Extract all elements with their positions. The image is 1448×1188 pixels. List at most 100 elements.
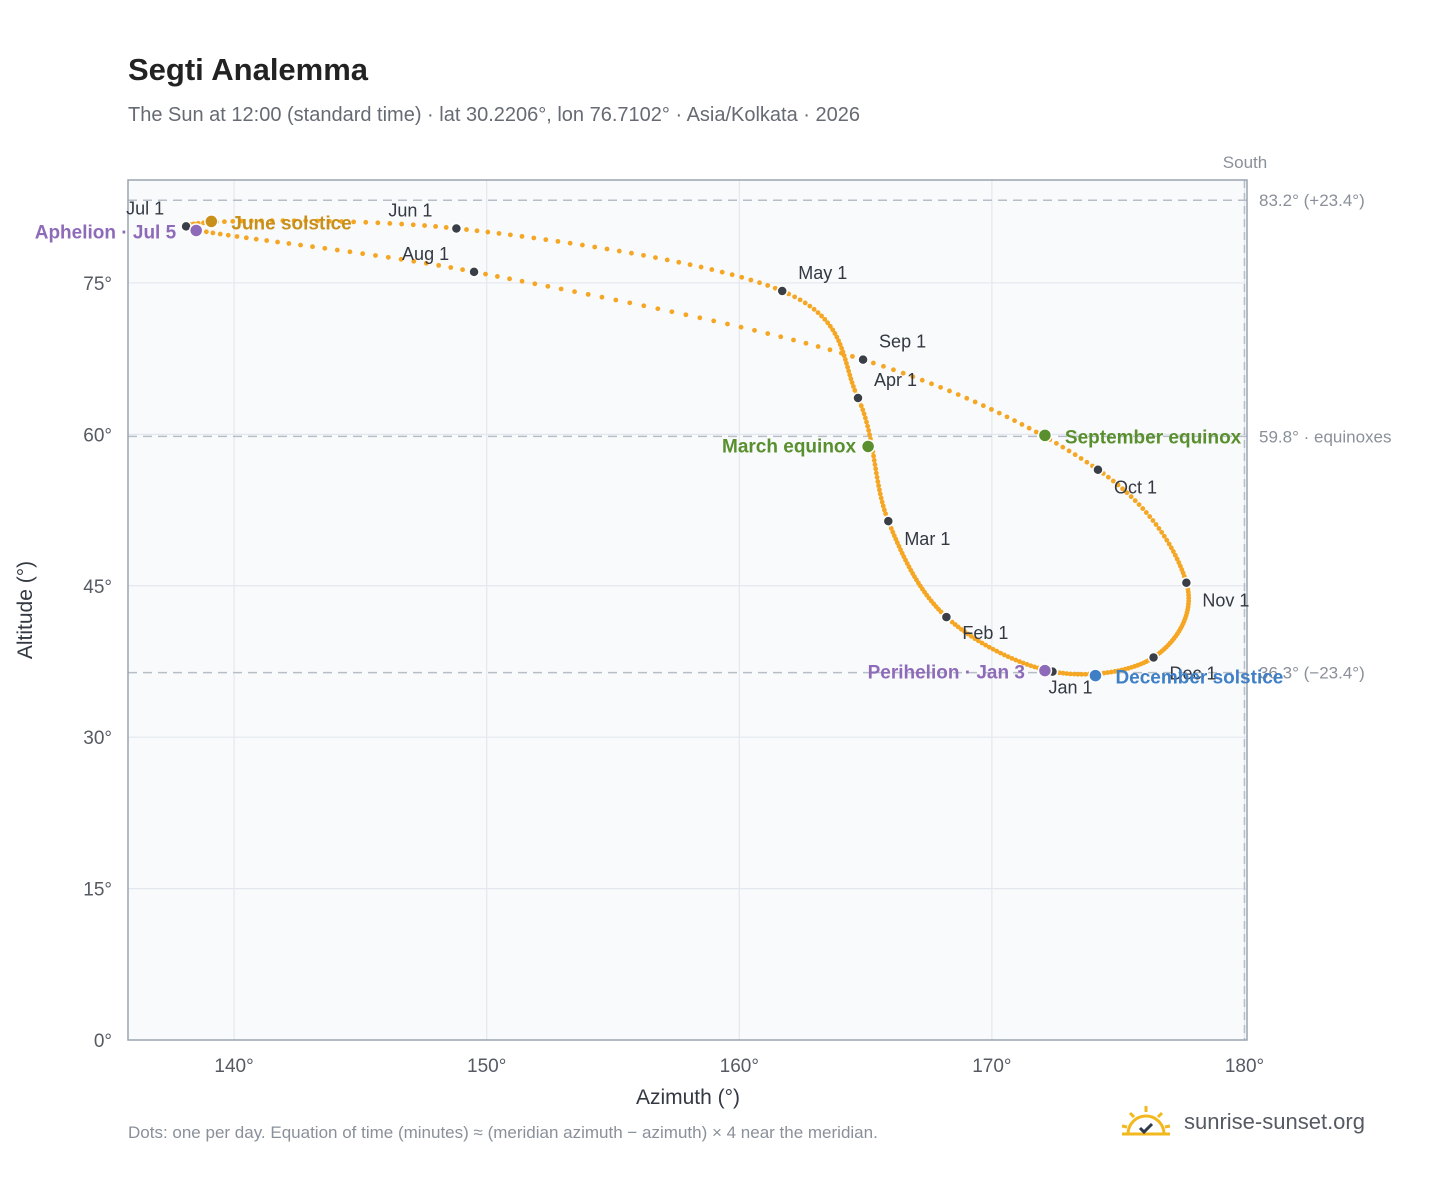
plot-background xyxy=(128,180,1247,1040)
day-dot xyxy=(738,324,744,330)
day-dot xyxy=(1075,671,1081,677)
day-dot xyxy=(698,264,704,270)
day-dot xyxy=(443,225,449,230)
month-marker xyxy=(450,222,463,235)
event-label: Aphelion · Jul 5 xyxy=(35,222,177,243)
month-marker xyxy=(940,611,953,623)
day-dot xyxy=(872,462,878,467)
day-dot xyxy=(881,507,887,513)
day-dot xyxy=(531,235,537,241)
meridian-label: South xyxy=(1223,153,1267,172)
day-dot xyxy=(580,242,585,248)
month-marker xyxy=(1092,463,1104,476)
day-dot xyxy=(558,286,564,292)
month-label: Oct 1 xyxy=(1114,478,1157,498)
day-dot xyxy=(1012,418,1017,424)
day-dot xyxy=(298,242,303,248)
day-dot xyxy=(1166,541,1172,547)
day-dot xyxy=(1147,514,1153,519)
day-dot xyxy=(259,218,264,224)
day-dot xyxy=(711,318,717,324)
day-dot xyxy=(1170,549,1176,554)
day-dot xyxy=(1174,556,1180,562)
x-tick-label: 150° xyxy=(467,1056,506,1077)
day-dot xyxy=(1136,502,1142,507)
day-dot xyxy=(838,350,844,356)
day-dot xyxy=(1009,655,1015,661)
reference-line-label: 36.3° (−23.4°) xyxy=(1259,664,1365,683)
day-dot xyxy=(687,262,693,268)
grid-lines xyxy=(128,180,1247,1040)
day-dot xyxy=(1112,669,1118,674)
month-marker xyxy=(882,515,895,527)
month-label: Jul 1 xyxy=(126,198,164,218)
day-dot xyxy=(347,249,353,255)
day-dot xyxy=(385,254,391,260)
brand-logo[interactable]: sunrise-sunset.org xyxy=(1120,1104,1365,1140)
day-dot xyxy=(867,432,872,438)
day-dot xyxy=(411,258,417,264)
day-dot xyxy=(1105,474,1111,480)
y-tick-label: 0° xyxy=(94,1031,112,1052)
day-dot xyxy=(846,368,852,374)
day-dot xyxy=(996,410,1002,416)
day-dot xyxy=(765,331,771,336)
month-marker xyxy=(1147,651,1160,664)
day-dot xyxy=(792,294,798,300)
day-dot xyxy=(797,297,803,303)
day-dot xyxy=(1132,498,1138,504)
day-dot xyxy=(989,406,994,412)
day-dot xyxy=(1159,529,1165,535)
day-dot xyxy=(1128,494,1134,500)
axis-ticks: 140° 150° 160° 170° 180° 0° 15° 30° 45° 60° 75° xyxy=(83,274,1264,1077)
event-marker xyxy=(860,439,876,454)
day-dot xyxy=(1060,444,1066,450)
day-dot xyxy=(881,363,886,369)
month-label: Feb 1 xyxy=(962,623,1008,643)
day-dot xyxy=(399,221,405,227)
day-dot xyxy=(221,219,227,225)
day-dot xyxy=(860,407,866,413)
month-marker xyxy=(857,353,869,366)
month-marker xyxy=(1180,576,1193,589)
day-dot xyxy=(850,353,855,359)
day-dot xyxy=(398,256,404,262)
day-dot xyxy=(883,511,888,517)
day-dot xyxy=(599,294,605,300)
day-dot xyxy=(998,650,1003,656)
day-dot xyxy=(1084,459,1090,465)
day-dot xyxy=(664,257,670,263)
day-dot xyxy=(888,526,894,531)
day-dot xyxy=(871,457,877,463)
day-dot xyxy=(725,321,730,327)
month-markers: Jan 1 Feb 1 Mar 1 Apr 1 May 1 Jun 1 Jul 1 Aug 1… xyxy=(126,198,1249,697)
day-dot xyxy=(1105,670,1110,675)
day-dot xyxy=(494,274,500,279)
day-dot xyxy=(1150,518,1156,523)
day-dot xyxy=(507,276,512,282)
day-dot xyxy=(827,347,833,353)
day-dot xyxy=(225,232,231,238)
day-dot xyxy=(532,281,538,287)
day-dot xyxy=(286,241,292,246)
day-dot xyxy=(994,648,1000,654)
day-dot xyxy=(815,344,821,349)
day-dot xyxy=(360,251,366,257)
day-dot xyxy=(1143,510,1149,515)
event-label: December solstice xyxy=(1115,668,1283,689)
day-dot xyxy=(410,222,416,228)
day-dot xyxy=(979,640,985,646)
month-label: Mar 1 xyxy=(904,529,950,549)
day-dot xyxy=(968,633,974,639)
day-dot xyxy=(803,340,809,346)
day-dot xyxy=(815,310,821,316)
day-dot xyxy=(1101,670,1107,676)
day-dot xyxy=(669,309,675,315)
day-dot xyxy=(866,428,872,433)
y-axis-label: Altitude (°) xyxy=(14,561,37,659)
day-dot xyxy=(765,283,771,288)
day-dot xyxy=(891,533,897,539)
day-dot xyxy=(483,271,488,277)
reference-line-label: 83.2° (+23.4°) xyxy=(1259,191,1365,210)
